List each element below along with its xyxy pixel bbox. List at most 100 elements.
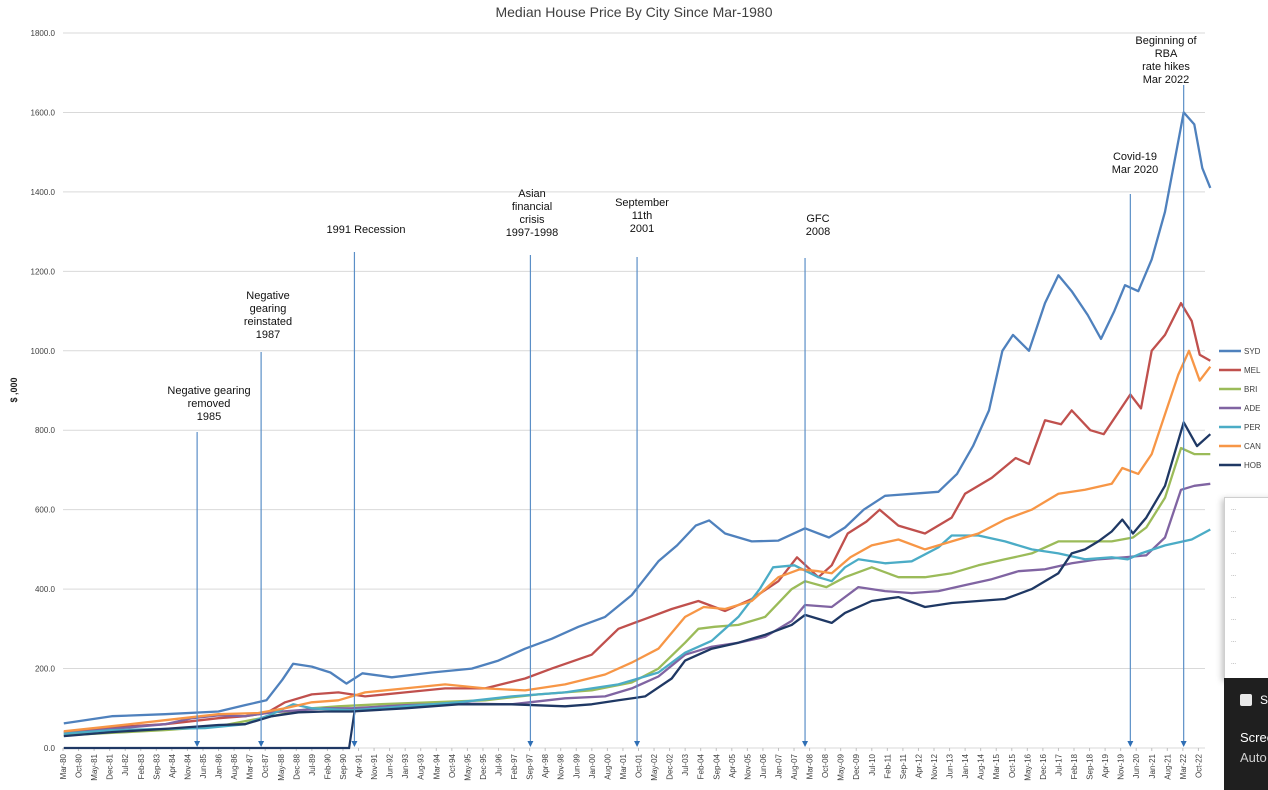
- annotation-text: 2001: [630, 223, 654, 235]
- snipping-tool-icon: [1240, 694, 1252, 706]
- popup-row: ...: [1231, 660, 1237, 666]
- annotation-arrowhead: [1127, 741, 1134, 747]
- overlay-popup[interactable]: ... ... ... ... ... ... ... ...: [1224, 497, 1268, 679]
- y-tick-label: 200.0: [35, 665, 56, 674]
- y-tick-label: 600.0: [35, 506, 56, 515]
- annotation-arrowhead: [802, 741, 809, 747]
- annotation-text: Negative gearing: [167, 385, 250, 397]
- x-tick-label: Jul-10: [868, 753, 877, 775]
- x-tick-label: Sep-18: [1086, 753, 1095, 779]
- y-axis-label: $ ,000: [9, 377, 19, 402]
- popup-row: ...: [1231, 528, 1237, 534]
- y-tick-label: 1200.0: [31, 267, 56, 276]
- popup-row: ...: [1231, 616, 1237, 622]
- annotation-arrowhead: [1180, 741, 1187, 747]
- x-tick-label: Sep-90: [339, 753, 348, 779]
- x-tick-label: May-09: [837, 753, 846, 780]
- x-tick-label: Dec-81: [106, 753, 115, 779]
- x-tick-label: Apr-05: [728, 753, 737, 778]
- x-tick-label: Jun-99: [572, 753, 581, 778]
- popup-row: ...: [1231, 550, 1237, 556]
- x-tick-label: Aug-14: [977, 753, 986, 779]
- x-tick-label: Jul-96: [495, 753, 504, 775]
- x-tick-label: Mar-87: [246, 753, 255, 779]
- x-tick-label: Apr-98: [541, 753, 550, 778]
- x-tick-label: Aug-07: [790, 753, 799, 779]
- x-tick-label: Apr-12: [914, 753, 923, 778]
- x-tick-label: Jul-03: [681, 753, 690, 775]
- series-line-per: [63, 528, 1211, 735]
- annotation-text: Mar 2020: [1112, 164, 1158, 176]
- screenshot-toast[interactable]: S Scree Auto: [1224, 678, 1268, 790]
- annotation-text: rate hikes: [1142, 61, 1190, 73]
- x-tick-label: Jun-85: [199, 753, 208, 778]
- x-tick-label: Jul-82: [121, 753, 130, 775]
- x-tick-label: Sep-11: [899, 753, 908, 779]
- x-tick-label: Jun-13: [946, 753, 955, 778]
- annotation-text: 2008: [806, 226, 830, 238]
- y-tick-label: 1400.0: [31, 188, 56, 197]
- y-tick-label: 0.0: [44, 744, 56, 753]
- x-tick-label: Dec-02: [666, 753, 675, 779]
- annotation-text: removed: [188, 398, 231, 410]
- legend: SYD MEL BRI ADE PER CAN HOB: [1219, 347, 1261, 470]
- legend-label-can: CAN: [1244, 442, 1261, 451]
- x-tick-label: Nov-91: [370, 753, 379, 779]
- annotation-text: crisis: [519, 214, 545, 226]
- annotation-arrowhead: [258, 741, 265, 747]
- x-tick-label: Oct-22: [1194, 753, 1203, 778]
- x-tick-label: Apr-91: [355, 753, 364, 778]
- toast-title: Scree: [1240, 730, 1268, 745]
- y-tick-label: 1600.0: [31, 108, 56, 117]
- gridlines: [63, 32, 1205, 749]
- x-tick-label: Mar-08: [806, 753, 815, 779]
- x-tick-label: Feb-18: [1070, 753, 1079, 779]
- x-tick-label: Dec-16: [1039, 753, 1048, 779]
- x-tick-label: Jan-00: [588, 753, 597, 778]
- x-tick-label: Jun-20: [1132, 753, 1141, 778]
- series-lines: [63, 111, 1212, 750]
- annotation-text: 1987: [256, 329, 280, 341]
- x-tick-label: Jul-17: [1054, 753, 1063, 775]
- y-axis-ticks: 0.0 200.0 400.0 600.0 800.0 1000.0 1200.0 1400.…: [31, 29, 56, 753]
- annotation-text: Beginning of: [1135, 35, 1197, 47]
- series-line-can: [63, 349, 1212, 733]
- x-tick-label: Sep-04: [712, 753, 721, 779]
- x-tick-label: May-02: [650, 753, 659, 780]
- annotation-text: gearing: [250, 303, 287, 315]
- annotation-text: 1991 Recession: [327, 224, 406, 236]
- x-tick-label: Mar-80: [59, 753, 68, 779]
- legend-label-syd: SYD: [1244, 347, 1261, 356]
- x-tick-label: Feb-04: [697, 753, 706, 779]
- annotation-text: Negative: [246, 290, 289, 302]
- y-tick-label: 800.0: [35, 426, 56, 435]
- x-tick-label: Oct-15: [1008, 753, 1017, 778]
- annotation-arrowhead: [527, 741, 534, 747]
- x-tick-label: Mar-22: [1179, 753, 1188, 779]
- x-tick-label: Oct-80: [75, 753, 84, 778]
- popup-row: ...: [1231, 594, 1237, 600]
- popup-row: ...: [1231, 506, 1237, 512]
- annotation-arrowhead: [351, 741, 358, 747]
- x-tick-label: Jan-21: [1148, 753, 1157, 778]
- x-tick-label: Feb-11: [883, 753, 892, 778]
- y-tick-label: 400.0: [35, 585, 56, 594]
- legend-label-per: PER: [1244, 423, 1261, 432]
- x-tick-label: Feb-90: [323, 753, 332, 779]
- x-tick-label: Oct-08: [821, 753, 830, 778]
- x-tick-label: Dec-09: [852, 753, 861, 779]
- baseline-line: [63, 712, 356, 750]
- x-tick-label: Oct-94: [448, 753, 457, 778]
- x-tick-label: May-88: [277, 753, 286, 780]
- x-tick-label: Oct-87: [261, 753, 270, 778]
- annotation-text: RBA: [1155, 48, 1178, 60]
- x-tick-label: Apr-19: [1101, 753, 1110, 778]
- y-tick-label: 1800.0: [31, 29, 56, 38]
- legend-label-ade: ADE: [1244, 404, 1260, 413]
- x-tick-label: Nov-98: [557, 753, 566, 779]
- popup-row: ...: [1231, 572, 1237, 578]
- x-tick-label: Aug-86: [230, 753, 239, 779]
- x-tick-label: Aug-93: [417, 753, 426, 779]
